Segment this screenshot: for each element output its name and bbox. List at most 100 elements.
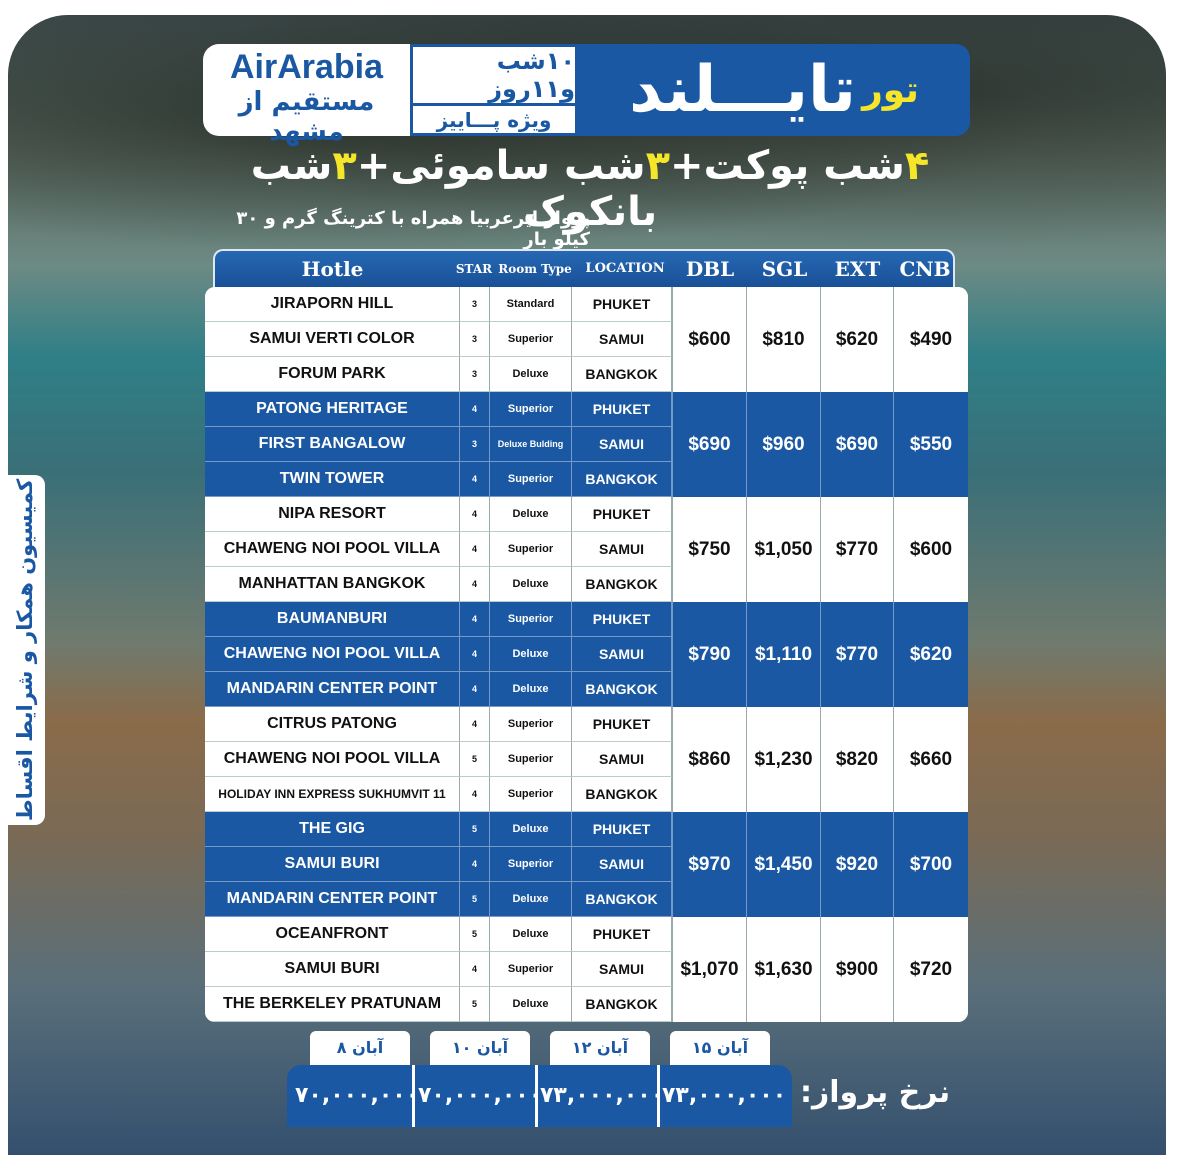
cell-star: 4 (460, 602, 490, 637)
cell-hotel: NIPA RESORT (205, 497, 460, 532)
cell-hotel: PATONG HERITAGE (205, 392, 460, 427)
cell-hotel: CHAWENG NOI POOL VILLA (205, 637, 460, 672)
cell-star: 5 (460, 812, 490, 847)
cell-location: BANGKOK (572, 987, 672, 1022)
table-row: THE GIG 5 Deluxe PHUKET (205, 812, 672, 847)
cell-star: 4 (460, 392, 490, 427)
hotel-group: CITRUS PATONG 4 Superior PHUKET CHAWENG NOI … (205, 707, 968, 812)
cell-room: Deluxe (490, 987, 572, 1022)
price-cnb: $700 (893, 812, 968, 917)
cell-room: Deluxe (490, 567, 572, 602)
cell-star: 4 (460, 672, 490, 707)
header-cnb: CNB (899, 257, 951, 281)
cell-hotel: THE BERKELEY PRATUNAM (205, 987, 460, 1022)
side-tab-label: کمیسیون همکار و شرایط اقساط (13, 478, 37, 822)
cell-room: Deluxe (490, 357, 572, 392)
table-row: MANDARIN CENTER POINT 5 Deluxe BANGKOK (205, 882, 672, 917)
cell-location: SAMUI (572, 637, 672, 672)
table-row: PATONG HERITAGE 4 Superior PHUKET (205, 392, 672, 427)
table-row: FIRST BANGALOW 3 Deluxe Bulding SAMUI (205, 427, 672, 462)
price-cnb: $600 (893, 497, 968, 602)
hotel-group: JIRAPORN HILL 3 Standard PHUKET SAMUI VERTI … (205, 287, 968, 392)
cell-location: PHUKET (572, 392, 672, 427)
origin: مستقیم از مشهد (238, 87, 375, 147)
cell-room: Superior (490, 392, 572, 427)
cell-room: Deluxe Bulding (490, 427, 572, 462)
price-cnb: $550 (893, 392, 968, 497)
table-row: HOLIDAY INN EXPRESS SUKHUMVIT 11 4 Superio… (205, 777, 672, 812)
price-dbl: $790 (672, 602, 746, 707)
table-row: SAMUI BURI 4 Superior SAMUI (205, 847, 672, 882)
flight-fares (287, 1065, 792, 1127)
price-sgl: $810 (746, 287, 820, 392)
table-row: THE BERKELEY PRATUNAM 5 Deluxe BANGKOK (205, 987, 672, 1022)
cell-location: PHUKET (572, 497, 672, 532)
cell-star: 4 (460, 637, 490, 672)
itinerary-n1: ۴ (904, 143, 930, 189)
hotel-price-table: JIRAPORN HILL 3 Standard PHUKET SAMUI VERTI … (205, 287, 968, 1022)
price-sgl: $1,630 (746, 917, 820, 1022)
flight-note: پرواز ایرعربیا همراه با کترینگ گرم و ۳۰ … (236, 208, 590, 250)
hotel-group: NIPA RESORT 4 Deluxe PHUKET CHAWENG NOI POOL… (205, 497, 968, 602)
cell-hotel: SAMUI BURI (205, 847, 460, 882)
cell-location: PHUKET (572, 917, 672, 952)
price-dbl: $970 (672, 812, 746, 917)
hotel-group: BAUMANBURI 4 Superior PHUKET CHAWENG NOI POO… (205, 602, 968, 707)
cell-hotel: FORUM PARK (205, 357, 460, 392)
cell-hotel: MANDARIN CENTER POINT (205, 672, 460, 707)
flight-date: ۱۵ آبان (670, 1031, 770, 1065)
price-ext: $690 (820, 392, 893, 497)
cell-room: Deluxe (490, 637, 572, 672)
price-dbl: $1,070 (672, 917, 746, 1022)
cell-location: PHUKET (572, 707, 672, 742)
price-ext: $820 (820, 707, 893, 812)
price-dbl: $600 (672, 287, 746, 392)
cell-room: Superior (490, 742, 572, 777)
cell-star: 4 (460, 707, 490, 742)
price-ext: $770 (820, 497, 893, 602)
cell-star: 4 (460, 497, 490, 532)
cell-hotel: BAUMANBURI (205, 602, 460, 637)
hotel-group: PATONG HERITAGE 4 Superior PHUKET FIRST BANG… (205, 392, 968, 497)
cell-star: 3 (460, 322, 490, 357)
itinerary-bangkok: شب بانکوک (250, 143, 658, 235)
cell-star: 4 (460, 567, 490, 602)
cell-room: Deluxe (490, 882, 572, 917)
price-dbl: $690 (672, 392, 746, 497)
price-sgl: $1,230 (746, 707, 820, 812)
cell-room: Superior (490, 847, 572, 882)
price-dbl: $860 (672, 707, 746, 812)
cell-room: Superior (490, 532, 572, 567)
price-cnb: $720 (893, 917, 968, 1022)
cell-star: 5 (460, 917, 490, 952)
hotel-group: OCEANFRONT 5 Deluxe PHUKET SAMUI BURI 4 Superi… (205, 917, 968, 1022)
table-row: SAMUI VERTI COLOR 3 Superior SAMUI (205, 322, 672, 357)
side-tab[interactable]: کمیسیون همکار و شرایط اقساط (5, 475, 45, 825)
flight-date: ۱۲ آبان (550, 1031, 650, 1065)
cell-star: 5 (460, 742, 490, 777)
airline-box: AirArabia مستقیم از مشهد (203, 44, 410, 147)
cell-room: Superior (490, 322, 572, 357)
cell-location: SAMUI (572, 742, 672, 777)
cell-location: BANGKOK (572, 777, 672, 812)
table-row: JIRAPORN HILL 3 Standard PHUKET (205, 287, 672, 322)
title-thailand: تایـــلند (629, 53, 858, 127)
table-row: NIPA RESORT 4 Deluxe PHUKET (205, 497, 672, 532)
cell-star: 4 (460, 952, 490, 987)
price-sgl: $1,450 (746, 812, 820, 917)
cell-location: SAMUI (572, 952, 672, 987)
cell-hotel: HOLIDAY INN EXPRESS SUKHUMVIT 11 (205, 777, 460, 812)
price-ext: $620 (820, 287, 893, 392)
price-cnb: $620 (893, 602, 968, 707)
cell-star: 4 (460, 462, 490, 497)
price-dbl: $750 (672, 497, 746, 602)
itinerary-phuket: شب پوکت+ (670, 143, 905, 189)
cell-location: BANGKOK (572, 567, 672, 602)
itinerary-n2: ۳ (645, 143, 671, 189)
header-hotel: Hotle (301, 257, 364, 281)
cell-location: PHUKET (572, 812, 672, 847)
cell-location: PHUKET (572, 287, 672, 322)
duration-box: ۱۰شب و۱۱روز ویژه پـــاییز (410, 44, 578, 136)
table-row: SAMUI BURI 4 Superior SAMUI (205, 952, 672, 987)
itinerary-samui: شب ساموئی+ (356, 143, 646, 189)
